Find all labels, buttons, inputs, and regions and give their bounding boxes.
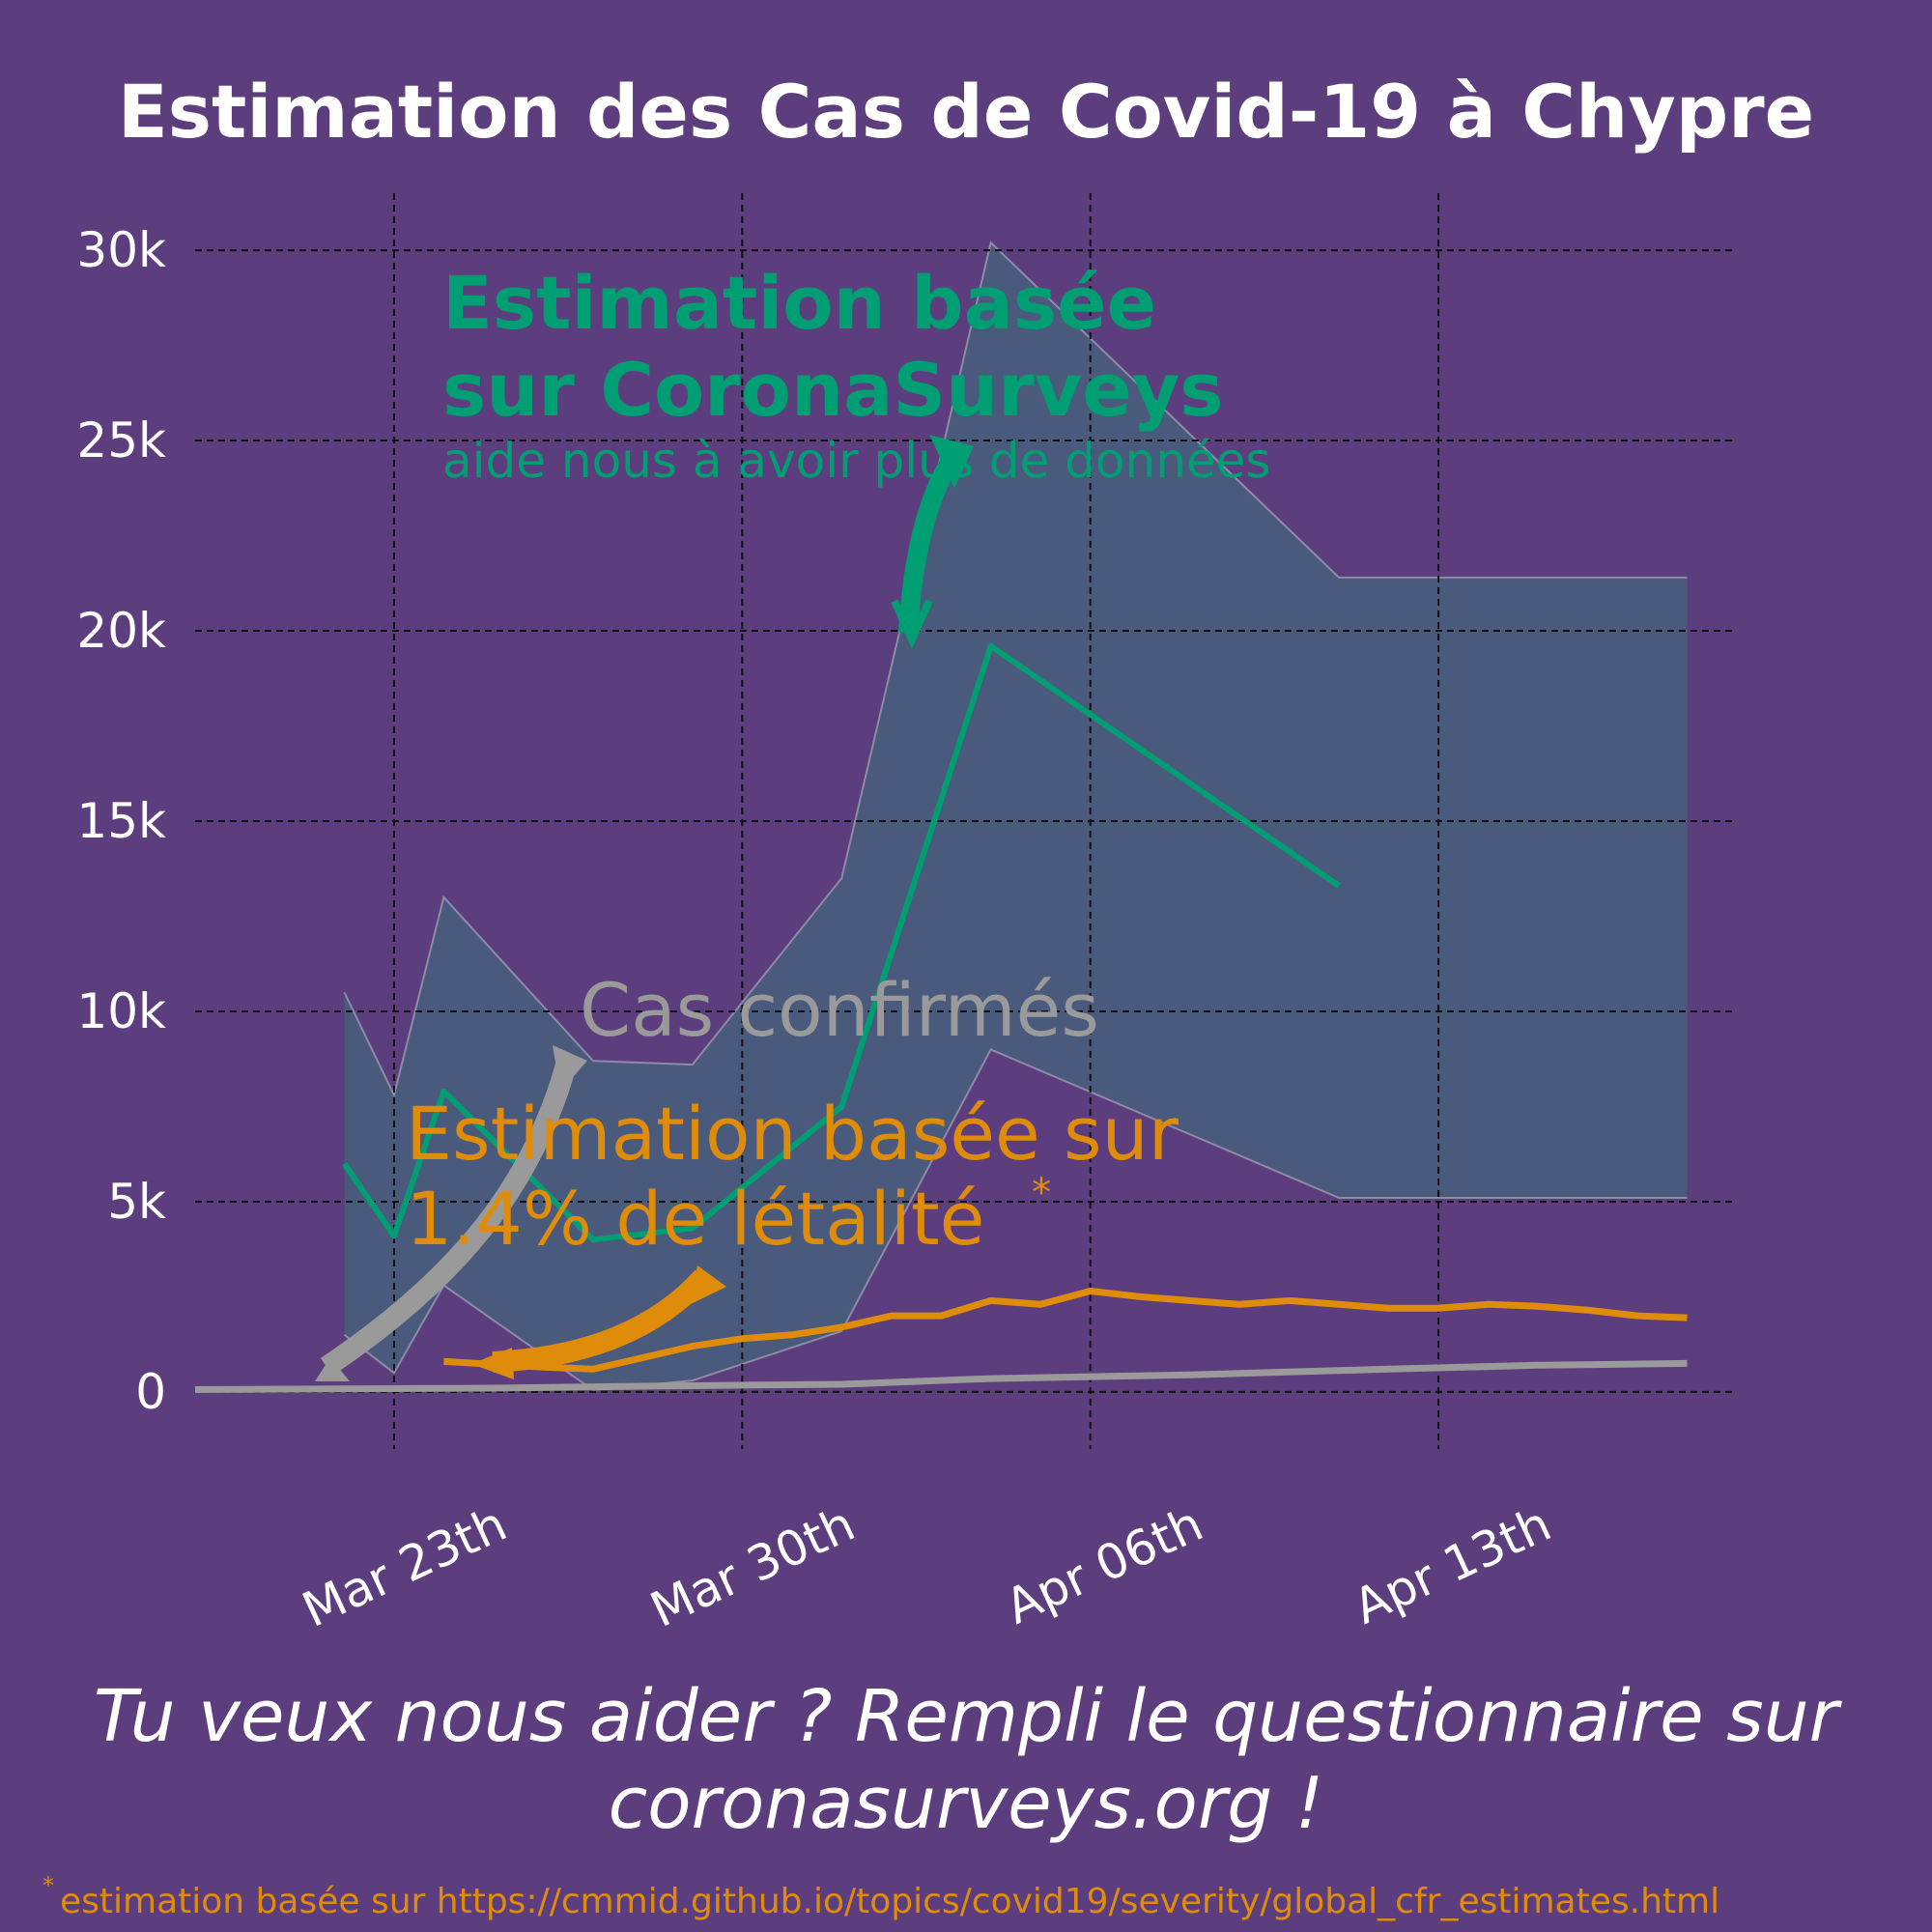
- footer-cta-line1: Tu veux nous aider ? Rempli le questionn…: [94, 1675, 1843, 1758]
- line-layer: [194, 642, 1688, 1393]
- survey-band-area: [344, 242, 1688, 1390]
- chart-title: Estimation des Cas de Covid-19 à Chypre: [118, 69, 1814, 155]
- survey-estimate-line: [342, 642, 1341, 1243]
- x-tick-label: Mar 30th: [642, 1495, 864, 1638]
- footnote-mark: *: [43, 1872, 54, 1899]
- annotation-cfr-mark: *: [1032, 1171, 1051, 1215]
- y-tick-label: 0: [135, 1364, 166, 1420]
- annotation-survey-sub: aide nous à avoir plus de données: [442, 433, 1270, 489]
- annotation-cfr: Estimation basée sur 1.4% de létalité *: [406, 1091, 1179, 1379]
- annotation-cfr-line1: Estimation basée sur: [406, 1091, 1179, 1177]
- cfr-estimate-line: [443, 1288, 1688, 1373]
- y-tick-label: 30k: [76, 222, 166, 278]
- annotation-cfr-line2: 1.4% de létalité: [406, 1176, 984, 1262]
- y-tick-label: 10k: [76, 983, 166, 1039]
- annotation-confirmed: Cas confirmés: [315, 967, 1099, 1381]
- annotation-survey-line1: Estimation basée: [442, 260, 1156, 346]
- confirmed-line: [194, 1359, 1688, 1393]
- survey-band-upper: [343, 241, 1688, 1098]
- x-tick-label: Mar 23th: [294, 1495, 515, 1638]
- annotation-survey-line2: sur CoronaSurveys: [442, 347, 1224, 433]
- band-layer: [343, 241, 1688, 1391]
- y-tick-label: 25k: [76, 412, 166, 469]
- grid-layer: [195, 193, 1737, 1449]
- y-tick-label: 5k: [107, 1174, 166, 1230]
- annotation-survey: Estimation basée sur CoronaSurveys aide …: [442, 260, 1270, 649]
- curved-arrow-left-icon: [471, 1265, 726, 1379]
- x-tick-label: Apr 13th: [1346, 1495, 1559, 1634]
- survey-band-lower: [343, 1048, 1688, 1391]
- y-tick-label: 20k: [76, 603, 166, 659]
- annotation-confirmed-label: Cas confirmés: [580, 967, 1099, 1053]
- x-tick-label: Apr 06th: [997, 1495, 1210, 1634]
- y-tick-label: 15k: [76, 793, 166, 849]
- footnote-text: estimation basée sur https://cmmid.githu…: [60, 1882, 1719, 1921]
- curved-arrow-down-left-icon: [315, 1045, 587, 1381]
- curved-arrow-down-icon: [891, 435, 974, 649]
- footer-cta-line2: coronasurveys.org !: [609, 1762, 1324, 1845]
